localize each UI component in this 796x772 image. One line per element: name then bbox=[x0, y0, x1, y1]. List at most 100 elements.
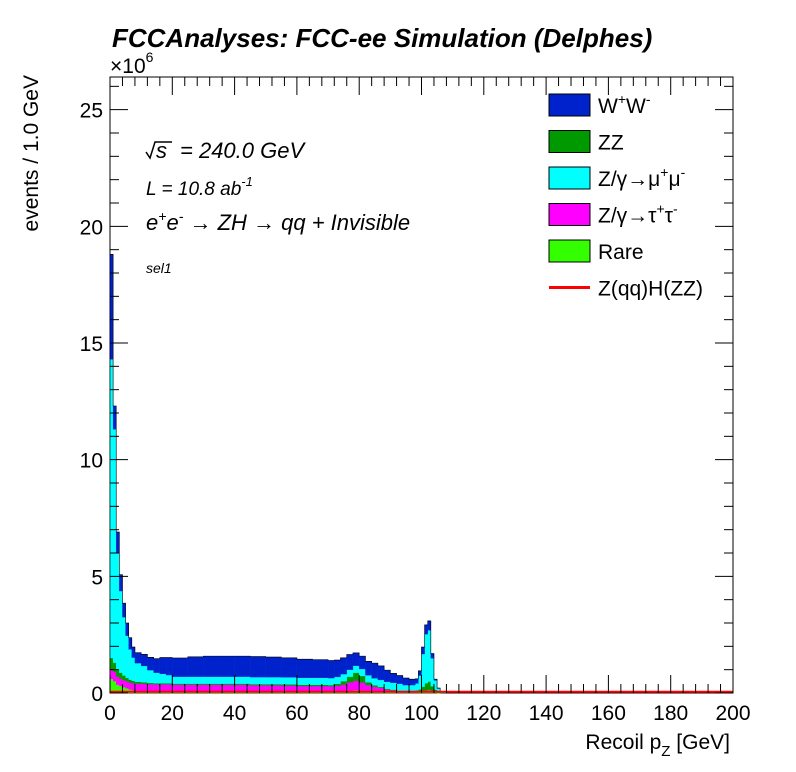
x-tick-label: 180 bbox=[653, 702, 688, 725]
bar-zz bbox=[234, 683, 251, 685]
bar-w-w- bbox=[116, 531, 120, 554]
bar-z- bbox=[112, 429, 117, 663]
legend-label-signal: Z(qq)H(ZZ) bbox=[598, 278, 703, 301]
bar-zz bbox=[359, 675, 366, 683]
bar-z- bbox=[140, 683, 148, 692]
bar-w-w- bbox=[408, 679, 416, 686]
bar-z- bbox=[172, 676, 189, 684]
legend-label: ZZ bbox=[598, 132, 624, 155]
bar-zz bbox=[371, 685, 379, 687]
bar-z- bbox=[218, 676, 235, 684]
bar-w-w- bbox=[147, 657, 154, 671]
bar-z- bbox=[296, 677, 313, 685]
bar-zz bbox=[165, 683, 173, 685]
bar-w-w- bbox=[402, 677, 410, 686]
bar-zz bbox=[346, 676, 354, 683]
bar-zz bbox=[352, 672, 360, 682]
bar-w-w- bbox=[421, 646, 425, 655]
bar-z- bbox=[203, 676, 220, 684]
bar-z- bbox=[147, 669, 154, 684]
bar-w-w- bbox=[218, 655, 235, 677]
y-tick-label: 15 bbox=[80, 333, 103, 356]
bar-zz bbox=[427, 681, 432, 690]
annotation-lumi: L = 10.8 ab-1 bbox=[146, 174, 253, 200]
bar-z- bbox=[128, 649, 132, 680]
bar-z- bbox=[346, 682, 354, 691]
bar-w-w- bbox=[346, 654, 354, 670]
bar-w-w- bbox=[203, 655, 220, 677]
legend-swatch bbox=[548, 166, 591, 190]
sqrt-s-value: = 240.0 GeV bbox=[180, 138, 306, 163]
bar-z- bbox=[134, 683, 142, 691]
bar-zz bbox=[327, 684, 335, 687]
y-tick-label: 20 bbox=[80, 216, 103, 239]
bar-zz bbox=[116, 669, 120, 677]
bar-z- bbox=[334, 676, 341, 685]
bar-z- bbox=[234, 676, 251, 684]
bar-w-w- bbox=[359, 655, 366, 670]
bar-z- bbox=[340, 684, 347, 692]
bar-zz bbox=[159, 683, 167, 685]
bar-w-w- bbox=[134, 652, 142, 664]
bar-w-w- bbox=[131, 646, 136, 658]
bar-w-w- bbox=[383, 669, 391, 682]
bar-w-w- bbox=[377, 665, 385, 681]
bar-z- bbox=[424, 634, 428, 684]
bar-z- bbox=[128, 682, 132, 690]
bar-z- bbox=[134, 662, 142, 682]
bar-z- bbox=[346, 669, 354, 677]
x-axis-label: Recoil pZ [GeV] bbox=[585, 731, 730, 760]
bar-z- bbox=[125, 635, 129, 678]
legend-swatch bbox=[548, 130, 591, 153]
y-tick-label: 10 bbox=[80, 450, 103, 473]
bar-z- bbox=[352, 665, 360, 673]
bar-z- bbox=[427, 630, 432, 682]
x-tick-label: 0 bbox=[104, 702, 116, 725]
legend-label: Z/γ→μ+μ- bbox=[598, 164, 686, 191]
bar-zz bbox=[128, 679, 132, 683]
bar-z- bbox=[122, 617, 126, 676]
bar-w-w- bbox=[153, 658, 160, 673]
bar-zz bbox=[250, 683, 266, 686]
legend-swatch bbox=[548, 239, 591, 263]
bar-zz bbox=[187, 683, 204, 685]
y-multiplier: ×106 bbox=[110, 49, 154, 78]
x-tick-label: 60 bbox=[285, 702, 308, 725]
bar-w-w- bbox=[352, 652, 360, 666]
bar-z- bbox=[165, 684, 173, 692]
bar-w-w- bbox=[430, 653, 435, 659]
annotation-process: e+e- → ZH → qq + Invisible bbox=[146, 208, 410, 235]
legend-label: Rare bbox=[598, 241, 644, 264]
bar-w-w- bbox=[281, 657, 298, 678]
x-tick-label: 20 bbox=[161, 702, 184, 725]
bar-zz bbox=[140, 682, 148, 684]
bar-z- bbox=[371, 678, 379, 686]
bar-w-w- bbox=[340, 657, 347, 675]
bar-w-w- bbox=[334, 659, 341, 678]
bar-z- bbox=[159, 673, 167, 684]
y-axis-label: events / 1.0 GeV bbox=[20, 75, 43, 231]
bar-zz bbox=[296, 684, 313, 687]
bar-zz bbox=[112, 662, 117, 673]
bar-z- bbox=[396, 683, 403, 691]
bar-z- bbox=[119, 590, 123, 673]
bar-w-w- bbox=[122, 603, 126, 618]
bar-z- bbox=[265, 676, 282, 685]
bar-zz bbox=[122, 675, 126, 681]
bar-w-w- bbox=[119, 574, 123, 592]
bar-zz bbox=[424, 683, 428, 691]
bar-z- bbox=[159, 684, 167, 692]
bar-z- bbox=[352, 680, 360, 691]
bar-z- bbox=[390, 682, 397, 690]
bar-z- bbox=[415, 683, 419, 691]
bar-w-w- bbox=[112, 405, 117, 430]
legend: W+W- ZZ Z/γ→μ+μ- Z/γ→τ+τ- Rare Z(qq)H(ZZ) bbox=[548, 91, 703, 301]
x-tick-label: 120 bbox=[466, 702, 501, 725]
bar-w-w- bbox=[371, 662, 379, 679]
bar-zz bbox=[340, 680, 347, 685]
bar-z- bbox=[112, 671, 117, 682]
bar-z- bbox=[125, 681, 129, 689]
bar-z- bbox=[165, 674, 173, 684]
bar-zz bbox=[334, 683, 341, 686]
